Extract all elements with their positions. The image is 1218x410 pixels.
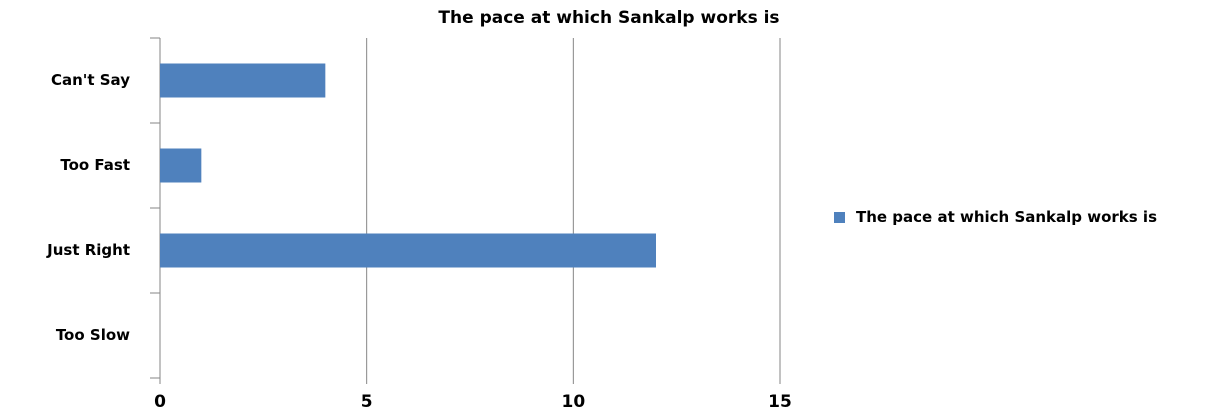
legend-swatch <box>834 212 845 223</box>
bar <box>160 63 326 98</box>
chart-title: The pace at which Sankalp works is <box>438 8 779 28</box>
y-tick-label: Just Right <box>46 241 130 259</box>
legend-label: The pace at which Sankalp works is <box>856 208 1157 226</box>
x-tick-label: 5 <box>361 392 373 410</box>
x-tick-label: 10 <box>561 392 585 410</box>
bar <box>160 148 202 183</box>
y-tick-label: Too Fast <box>60 156 130 174</box>
x-tick-label: 15 <box>768 392 792 410</box>
y-tick-label: Can't Say <box>51 71 130 89</box>
y-tick-label: Too Slow <box>56 326 130 344</box>
bar <box>160 233 656 268</box>
x-tick-label: 0 <box>154 392 166 410</box>
